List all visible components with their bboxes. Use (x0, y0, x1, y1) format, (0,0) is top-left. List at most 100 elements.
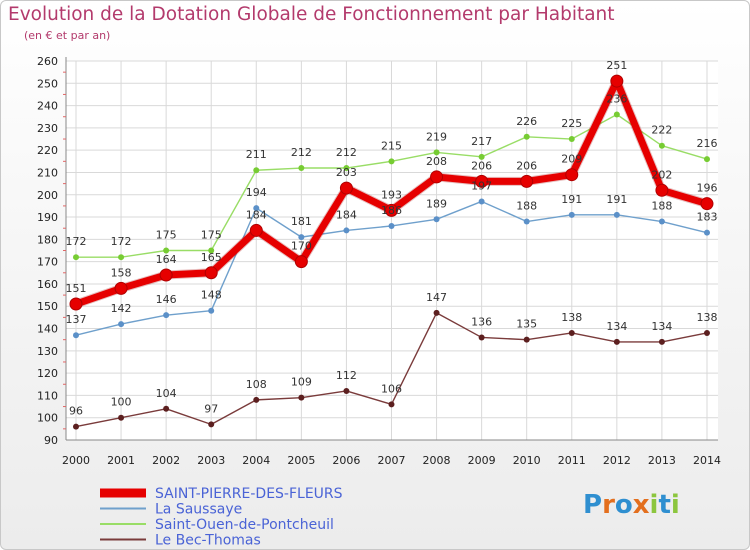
data-point (700, 197, 714, 211)
data-point (163, 405, 170, 412)
data-point (433, 149, 440, 156)
data-point (565, 168, 579, 182)
data-point (343, 387, 350, 394)
logo-letter: x (632, 490, 650, 520)
y-tick-label: 220 (37, 144, 58, 157)
data-label: 164 (156, 253, 177, 266)
x-tick-label: 2007 (377, 454, 405, 467)
x-tick-label: 2004 (242, 454, 270, 467)
data-label: 216 (696, 137, 717, 150)
data-label: 147 (426, 291, 447, 304)
data-point (703, 329, 710, 336)
data-point (159, 268, 173, 282)
data-point (343, 227, 350, 234)
data-label: 184 (246, 208, 267, 221)
x-tick-label: 2010 (513, 454, 541, 467)
data-point (658, 142, 665, 149)
chart-title: Evolution de la Dotation Globale de Fonc… (8, 4, 615, 25)
data-label: 146 (156, 293, 177, 306)
data-point (430, 170, 444, 184)
data-point (208, 307, 215, 314)
x-tick-label: 2008 (423, 454, 451, 467)
logo-letter: o (614, 490, 633, 520)
data-point (114, 281, 128, 295)
data-point (298, 234, 305, 241)
y-tick-label: 120 (37, 367, 58, 380)
x-tick-label: 2013 (648, 454, 676, 467)
data-point (523, 218, 530, 225)
data-label: 188 (516, 200, 537, 213)
logo-letter: P (583, 490, 603, 520)
data-point (384, 203, 398, 217)
y-tick-label: 150 (37, 300, 58, 313)
data-label: 208 (426, 155, 447, 168)
data-point (478, 153, 485, 160)
data-point (118, 321, 125, 328)
data-label: 193 (381, 188, 402, 201)
data-label: 184 (336, 208, 357, 221)
data-point (73, 254, 79, 261)
data-label: 189 (426, 197, 447, 210)
data-point (204, 266, 218, 280)
data-label: 136 (471, 315, 492, 328)
y-tick-label: 160 (37, 278, 58, 291)
x-tick-label: 2012 (603, 454, 631, 467)
data-point (249, 223, 263, 237)
data-point (339, 181, 353, 195)
data-label: 170 (291, 240, 312, 253)
data-point (298, 394, 305, 401)
data-point (253, 205, 260, 212)
x-tick-label: 2000 (62, 454, 90, 467)
data-label: 206 (471, 159, 492, 172)
data-label: 138 (696, 311, 717, 324)
data-point (163, 312, 170, 319)
data-point (568, 211, 575, 218)
data-point (568, 329, 575, 336)
legend-entry: Saint-Ouen-de-Pontcheuil (155, 517, 334, 533)
x-tick-label: 2002 (152, 454, 180, 467)
x-tick-label: 2006 (332, 454, 360, 467)
data-label: 181 (291, 215, 312, 228)
data-label: 97 (204, 402, 218, 415)
data-point (475, 174, 489, 188)
x-tick-label: 2001 (107, 454, 135, 467)
proxiti-logo: Proxiti (583, 490, 680, 520)
data-point (163, 247, 170, 254)
data-point (523, 133, 530, 140)
data-label: 194 (246, 186, 267, 199)
data-point (658, 218, 665, 225)
data-label: 209 (561, 153, 582, 166)
data-point (73, 423, 79, 430)
data-label: 135 (516, 318, 537, 331)
logo-letter: r (602, 490, 615, 520)
data-label: 112 (336, 369, 357, 382)
data-label: 134 (606, 320, 627, 333)
data-label: 106 (381, 382, 402, 395)
y-tick-label: 190 (37, 211, 58, 224)
data-label: 212 (291, 146, 312, 159)
data-label: 175 (156, 229, 177, 242)
data-point (433, 309, 440, 316)
data-label: 225 (561, 117, 582, 130)
logo-letter: i (649, 490, 659, 520)
x-tick-label: 2005 (287, 454, 315, 467)
data-point (478, 334, 485, 341)
data-label: 236 (606, 93, 627, 106)
data-point (388, 158, 395, 165)
y-tick-label: 250 (37, 77, 58, 90)
data-point (388, 222, 395, 229)
data-label: 148 (201, 289, 222, 302)
data-label: 217 (471, 135, 492, 148)
data-point (655, 183, 669, 197)
data-label: 165 (201, 251, 222, 264)
data-point (658, 338, 665, 345)
data-label: 215 (381, 139, 402, 152)
data-point (73, 332, 79, 339)
y-tick-label: 210 (37, 166, 58, 179)
data-point (118, 414, 125, 421)
data-label: 109 (291, 376, 312, 389)
x-tick-label: 2009 (468, 454, 496, 467)
y-tick-label: 90 (44, 434, 58, 447)
x-tick-label: 2014 (693, 454, 721, 467)
data-label: 197 (471, 179, 492, 192)
